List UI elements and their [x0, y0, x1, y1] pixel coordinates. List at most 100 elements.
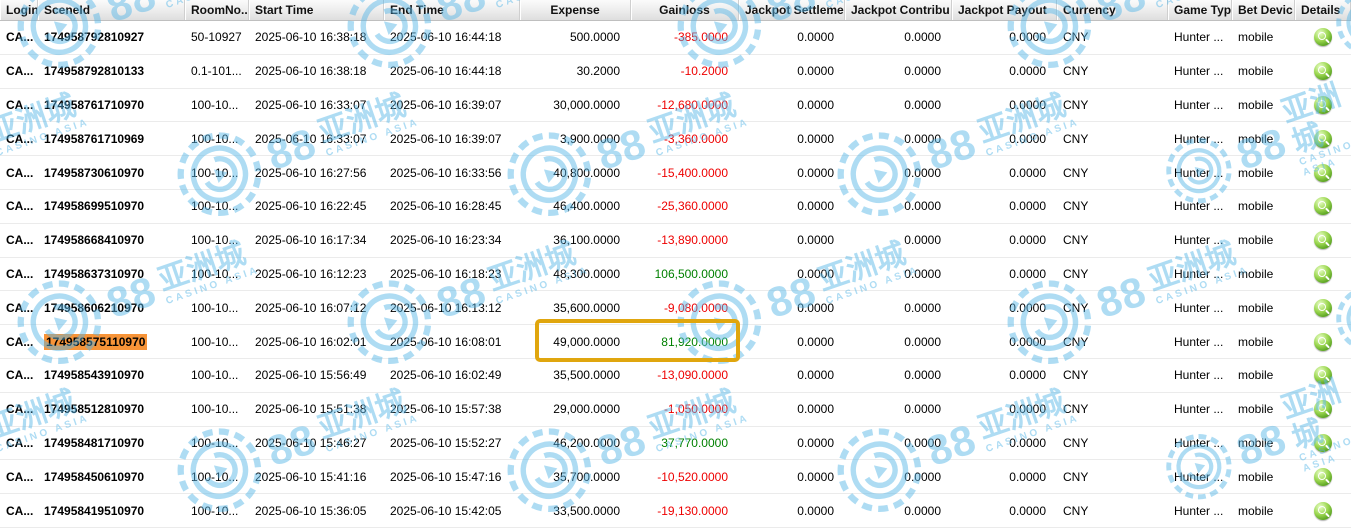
cell-betDevice: mobile — [1232, 156, 1295, 189]
column-header-jackpotPayout[interactable]: Jackpot Payout — [952, 0, 1057, 20]
cell-text: mobile — [1238, 165, 1274, 180]
column-header-gainloss[interactable]: Gainloss — [631, 0, 739, 20]
details-magnifier-icon[interactable] — [1314, 129, 1332, 148]
details-magnifier-icon[interactable] — [1314, 467, 1332, 486]
details-magnifier-icon[interactable] — [1314, 332, 1332, 351]
cell-text: 100-10... — [191, 402, 239, 417]
cell-text: 174958575110970 — [44, 333, 148, 350]
cell-text: 0.0000 — [904, 97, 941, 112]
cell-roomNo: 100-10... — [185, 291, 249, 324]
cell-roomNo: 100-10... — [185, 460, 249, 493]
table-row[interactable]: CA... 174958761710970 100-10... 2025-06-10 … — [0, 88, 1351, 123]
cell-gameType: Hunter ... — [1168, 393, 1232, 426]
column-header-sceneId[interactable]: SceneId — [38, 0, 185, 20]
cell-text: 2025-06-10 16:18:23 — [390, 266, 502, 281]
cell-text: CNY — [1063, 368, 1089, 383]
cell-text: mobile — [1238, 131, 1274, 146]
column-header-expense[interactable]: Expense — [520, 0, 631, 20]
column-header-betDevice[interactable]: Bet Devic — [1232, 0, 1295, 20]
column-header-jackpotSettlement[interactable]: Jackpot Settleme — [739, 0, 845, 20]
cell-gainloss: -385.0000 — [631, 21, 739, 54]
column-header-login[interactable]: Login — [0, 0, 38, 20]
table-row[interactable]: CA... 174958481710970 100-10... 2025-06-10 … — [0, 426, 1351, 461]
cell-betDevice: mobile — [1232, 291, 1295, 324]
cell-text: 2025-06-10 15:41:16 — [255, 469, 367, 484]
magnifier-glyph — [1318, 404, 1326, 413]
details-magnifier-icon[interactable] — [1314, 366, 1332, 385]
table-row[interactable]: CA... 174958668410970 100-10... 2025-06-10 … — [0, 223, 1351, 258]
details-magnifier-icon[interactable] — [1314, 95, 1332, 114]
cell-text: 50-10927 — [191, 30, 242, 45]
column-header-endTime[interactable]: End Time — [384, 0, 520, 20]
cell-text: 0.0000 — [904, 131, 941, 146]
table-row[interactable]: CA... 174958543910970 100-10... 2025-06-10 … — [0, 358, 1351, 393]
cell-currency: CNY — [1057, 224, 1168, 257]
cell-details — [1295, 122, 1351, 155]
cell-text: 46,400.0000 — [553, 199, 620, 214]
cell-expense: 33,500.0000 — [520, 494, 631, 527]
cell-text: -12,680.0000 — [657, 97, 728, 112]
column-header-gameType[interactable]: Game Typ — [1168, 0, 1232, 20]
table-row[interactable]: CA... 174958792810927 50-10927 2025-06-10 1… — [0, 21, 1351, 55]
cell-betDevice: mobile — [1232, 224, 1295, 257]
cell-startTime: 2025-06-10 15:46:27 — [249, 427, 384, 460]
cell-details — [1295, 359, 1351, 392]
column-header-roomNo[interactable]: RoomNo.. — [185, 0, 249, 20]
details-magnifier-icon[interactable] — [1314, 298, 1332, 317]
cell-startTime: 2025-06-10 15:41:16 — [249, 460, 384, 493]
table-row[interactable]: CA... 174958761710969 100-10... 2025-06-10 … — [0, 122, 1351, 157]
details-magnifier-icon[interactable] — [1314, 197, 1332, 216]
table-row[interactable]: CA... 174958792810133 0.1-101... 2025-06-10… — [0, 54, 1351, 89]
table-row[interactable]: CA... 174958450610970 100-10... 2025-06-10 … — [0, 460, 1351, 495]
table-row[interactable]: CA... 174958637310970 100-10... 2025-06-10 … — [0, 257, 1351, 292]
cell-endTime: 2025-06-10 16:13:12 — [384, 291, 520, 324]
cell-startTime: 2025-06-10 15:36:05 — [249, 494, 384, 527]
column-header-jackpotContribution[interactable]: Jackpot Contribu — [845, 0, 952, 20]
cell-login: CA... — [0, 393, 38, 426]
table-row[interactable]: CA... 174958419510970 100-10... 2025-06-10 … — [0, 494, 1351, 528]
cell-text: -3,360.0000 — [663, 131, 728, 146]
cell-jackpotPayout: 0.0000 — [952, 224, 1057, 257]
table-row[interactable]: CA... 174958575110970 100-10... 2025-06-10 … — [0, 325, 1351, 359]
cell-text: 0.0000 — [797, 300, 834, 315]
details-magnifier-icon[interactable] — [1314, 163, 1332, 182]
cell-gainloss: -10,520.0000 — [631, 460, 739, 493]
table-row[interactable]: CA... 174958699510970 100-10... 2025-06-10 … — [0, 189, 1351, 224]
cell-text: 100-10... — [191, 368, 239, 383]
details-magnifier-icon[interactable] — [1314, 264, 1332, 283]
table-row[interactable]: CA... 174958512810970 100-10... 2025-06-10 … — [0, 392, 1351, 427]
cell-text: 174958481710970 — [44, 435, 145, 450]
cell-startTime: 2025-06-10 16:17:34 — [249, 224, 384, 257]
magnifier-glyph — [1318, 235, 1326, 244]
table-row[interactable]: CA... 174958730610970 100-10... 2025-06-10 … — [0, 156, 1351, 190]
cell-text: 0.0000 — [1009, 233, 1046, 248]
cell-login: CA... — [0, 122, 38, 155]
column-header-startTime[interactable]: Start Time — [249, 0, 384, 20]
cell-currency: CNY — [1057, 122, 1168, 155]
cell-text: 2025-06-10 15:57:38 — [390, 402, 502, 417]
cell-gainloss: -25,360.0000 — [631, 190, 739, 223]
cell-text: 100-10... — [191, 435, 239, 450]
details-magnifier-icon[interactable] — [1314, 62, 1332, 81]
cell-text: mobile — [1238, 233, 1274, 248]
details-magnifier-icon[interactable] — [1314, 28, 1332, 47]
column-header-details[interactable]: Details — [1295, 0, 1351, 20]
cell-text: CA... — [6, 64, 34, 79]
cell-jackpotPayout: 0.0000 — [952, 89, 1057, 122]
cell-text: -9,080.0000 — [663, 300, 728, 315]
details-magnifier-icon[interactable] — [1314, 400, 1332, 419]
cell-betDevice: mobile — [1232, 190, 1295, 223]
cell-text: 0.0000 — [1009, 165, 1046, 180]
cell-text: CA... — [6, 97, 34, 112]
cell-text: 0.0000 — [904, 300, 941, 315]
cell-endTime: 2025-06-10 16:18:23 — [384, 258, 520, 291]
details-magnifier-icon[interactable] — [1314, 231, 1332, 250]
details-magnifier-icon[interactable] — [1314, 433, 1332, 452]
column-header-currency[interactable]: Currency — [1057, 0, 1168, 20]
details-magnifier-icon[interactable] — [1314, 501, 1332, 520]
cell-text: 30.2000 — [576, 64, 620, 79]
cell-text: 174958792810927 — [44, 30, 145, 45]
cell-endTime: 2025-06-10 16:28:45 — [384, 190, 520, 223]
cell-text: 2025-06-10 16:33:07 — [255, 131, 367, 146]
table-row[interactable]: CA... 174958606210970 100-10... 2025-06-10 … — [0, 291, 1351, 326]
